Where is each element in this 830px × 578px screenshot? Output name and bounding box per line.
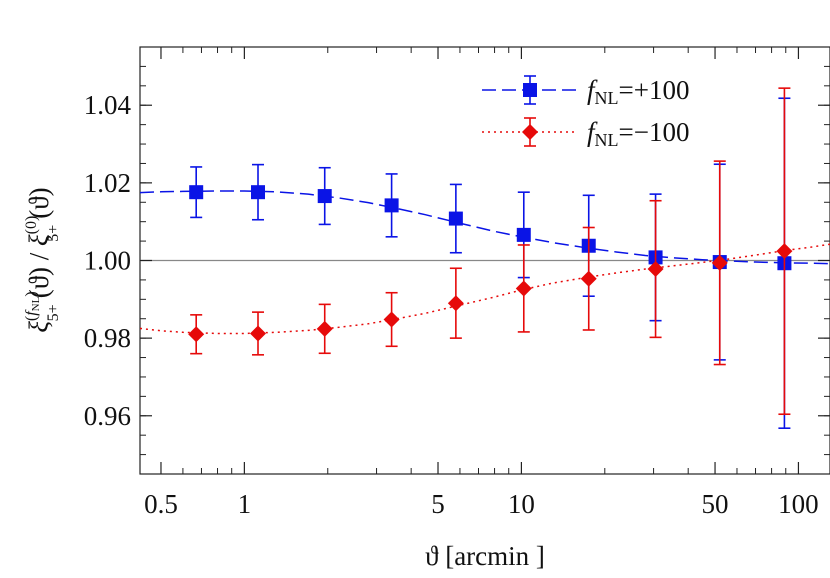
x-axis-label: ϑ [arcmin ] <box>425 541 545 571</box>
y-tick-label: 1.00 <box>84 246 131 276</box>
legend-label-1: fNL=+100 <box>587 75 689 108</box>
series-1-point <box>448 211 463 226</box>
legend-f: f <box>587 117 598 147</box>
y-label-sup-nl: NL <box>30 296 42 311</box>
y-label-sup-open: ( <box>23 316 40 321</box>
legend-nl: NL <box>595 88 619 108</box>
y-label-sup-denominator: (0) <box>23 216 40 235</box>
y-label-xi-numerator: ξ <box>24 321 54 333</box>
legend-marker-diamond <box>522 124 538 140</box>
x-tick-label: 10 <box>508 489 535 519</box>
x-tick-label: 5 <box>431 489 445 519</box>
series-1-point <box>189 185 204 200</box>
y-axis-label: ξ(fNL)5+(ϑ) / ξ(0) 5+(ϑ) <box>23 187 62 332</box>
x-tick-label: 1 <box>238 489 252 519</box>
series-2-point <box>316 320 333 337</box>
series-2-point <box>580 270 597 287</box>
y-label-sup-close: ) <box>23 291 40 296</box>
series-2-point <box>776 243 793 260</box>
series-2-point <box>647 261 664 278</box>
legend-label-2: fNL=−100 <box>587 117 689 150</box>
y-tick-label: 0.98 <box>84 323 131 353</box>
major-ticks: 0.5 1 5 10 50 100 0.96 0.98 1.00 1.02 1.04 <box>84 47 830 519</box>
y-tick-label: 1.02 <box>84 168 131 198</box>
series-2-point <box>447 295 464 312</box>
series-1-point <box>317 189 332 204</box>
series-1-curve <box>139 190 830 265</box>
y-label-theta-denominator: (ϑ) <box>24 187 54 218</box>
legend-value: =−100 <box>619 117 690 147</box>
y-label-sub-numerator: 5+ <box>45 304 62 321</box>
x-tick-label: 100 <box>778 489 819 519</box>
x-tick-label: 50 <box>702 489 729 519</box>
legend-value: =+100 <box>619 75 690 105</box>
y-label-xi-denominator: ξ <box>24 234 54 246</box>
x-tick-label: 0.5 <box>144 489 178 519</box>
y-label-sup-f: f <box>23 309 40 316</box>
legend-nl: NL <box>595 130 619 150</box>
y-label-theta-numerator: (ϑ) <box>24 267 54 298</box>
series-2-point <box>711 254 728 271</box>
series-2-point <box>383 311 400 328</box>
series-1-point <box>516 227 531 242</box>
legend-marker-square <box>523 83 537 97</box>
svg-text:ξ(fNL)5+(ϑ) / ξ(0)5+(ϑ): ξ(fNL)5+(ϑ) / ξ(0) 5+(ϑ) <box>23 187 62 332</box>
series-2-point <box>188 326 205 343</box>
y-label-sub-denominator: 5+ <box>45 225 62 242</box>
legend-f: f <box>587 75 598 105</box>
data-points <box>188 87 793 429</box>
series-2-point <box>515 280 532 297</box>
series-2-point <box>250 325 267 342</box>
y-label-slash: / <box>24 246 54 267</box>
y-tick-label: 0.96 <box>84 401 131 431</box>
y-tick-label: 1.04 <box>84 90 132 120</box>
series-1-point <box>251 185 266 200</box>
series-1-point <box>384 198 399 213</box>
